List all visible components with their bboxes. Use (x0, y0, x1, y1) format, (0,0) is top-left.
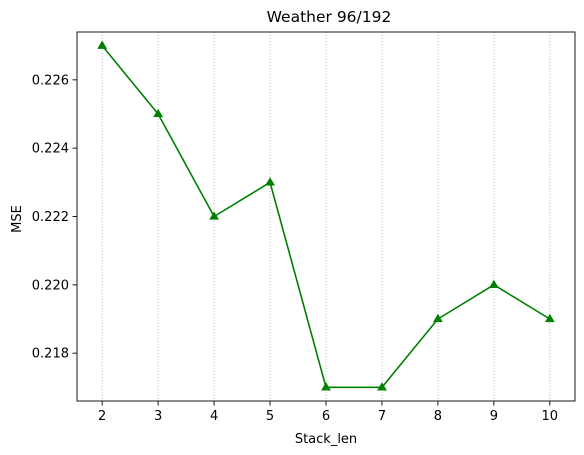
x-tick-label-8: 9 (490, 409, 498, 424)
x-tick-label-7: 8 (434, 409, 442, 424)
data-point-1 (97, 40, 108, 49)
data-point-2 (153, 108, 164, 118)
y-tick-label-4: 0.224 (32, 142, 69, 157)
plot-frame (76, 31, 576, 402)
x-tick-label-4: 5 (266, 409, 274, 424)
y-tick-label-3: 0.222 (32, 210, 69, 225)
x-tick-label-2: 3 (154, 409, 162, 424)
grid-layer (101, 32, 551, 401)
chart-title: Weather 96/192 (267, 8, 392, 26)
series-layer (97, 40, 555, 391)
data-point-5 (321, 382, 331, 391)
data-point-4 (265, 177, 275, 186)
x-tick-label-1: 2 (98, 409, 106, 424)
y-tick-label-5: 0.226 (32, 73, 69, 88)
x-tick-label-9: 10 (542, 409, 559, 424)
data-point-3 (209, 211, 219, 220)
data-point-7 (433, 313, 443, 323)
data-point-9 (544, 313, 555, 323)
y-tick-label-1: 0.218 (32, 347, 69, 362)
x-tick-label-5: 6 (322, 409, 330, 424)
series-line (101, 45, 551, 389)
y-tick-label-2: 0.220 (32, 278, 69, 293)
x-tick-label-6: 7 (378, 409, 386, 424)
x-axis-label: Stack_len (295, 432, 357, 447)
x-tick-label-3: 4 (210, 409, 218, 424)
data-point-8 (488, 279, 499, 288)
data-point-6 (377, 382, 387, 391)
y-axis-label: MSE (10, 205, 25, 233)
axes-layer: 2 3 4 5 6 7 8 9 10 0.218 0.220 0.222 0.224 0.226 (32, 31, 576, 424)
